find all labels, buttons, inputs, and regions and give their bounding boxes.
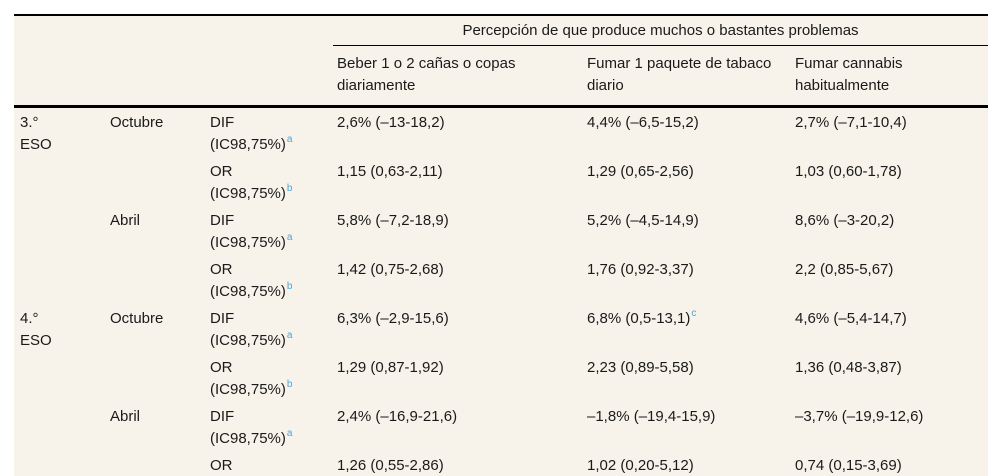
- footnote-marker: a: [286, 330, 293, 341]
- measure-cell: DIF (IC98,75%)a: [210, 206, 333, 255]
- value-cell-beber: 1,29 (0,87-1,92): [337, 359, 444, 376]
- value-cell-cannabis: 1,03 (0,60-1,78): [795, 163, 902, 180]
- month-label: Abril: [110, 408, 141, 425]
- value-cell-beber: 2,4% (–16,9-21,6): [337, 408, 458, 425]
- month-label: Octubre: [110, 310, 164, 327]
- spanner-title: Percepción de que produce muchos o basta…: [462, 21, 859, 39]
- value-cell-cannabis: 1,36 (0,48-3,87): [795, 359, 902, 376]
- value-cell-cannabis: 2,2 (0,85-5,67): [795, 261, 894, 278]
- value-cell-tabaco: 1,76 (0,92-3,37): [587, 261, 694, 278]
- footnote-marker: b: [286, 183, 293, 194]
- grade-cell: [14, 157, 110, 206]
- grade-cell: 3.° ESO: [14, 107, 110, 158]
- spanner-title-cell: Percepción de que produce muchos o basta…: [333, 14, 988, 46]
- column-header-tabaco: Fumar 1 paquete de tabaco diario: [583, 45, 791, 108]
- footnote-marker: b: [286, 379, 293, 390]
- month-label: Abril: [110, 212, 141, 229]
- measure-cell: OR (IC98,75%)b: [210, 157, 333, 206]
- perception-results-table: Percepción de que produce muchos o basta…: [14, 14, 988, 476]
- measure-label: OR: [210, 261, 233, 278]
- column-header-beber: Beber 1 o 2 cañas o copas diariamente: [333, 45, 583, 108]
- value-cell-tabaco: 5,2% (–4,5-14,9): [587, 212, 699, 229]
- footnote-marker: a: [286, 428, 293, 439]
- grade-cell: [14, 451, 110, 476]
- month-cell: Abril: [110, 402, 210, 451]
- value-cell-tabaco: 1,02 (0,20-5,12): [583, 451, 791, 476]
- grade-cell: [14, 206, 110, 255]
- grade-label-line2: ESO: [20, 136, 52, 153]
- measure-label: DIF: [210, 212, 235, 229]
- footnote-marker: b: [286, 281, 293, 292]
- column-header-row: Beber 1 o 2 cañas o copas diariamente Fu…: [14, 45, 988, 108]
- month-cell: [110, 157, 210, 206]
- value-cell-cannabis: 4,6% (–5,4-14,7): [795, 310, 907, 327]
- value-cell-cannabis: –3,7% (–19,9-12,6): [795, 408, 924, 425]
- value-cell-cannabis: 8,6% (–3-20,2): [795, 212, 895, 229]
- table-row: Abril DIF (IC98,75%)a 5,8% (–7,2-18,9) 5…: [14, 206, 988, 255]
- measure-label: DIF: [210, 114, 235, 131]
- value-cell-tabaco: 4,4% (–6,5-15,2): [587, 114, 699, 131]
- value-cell-beber: 5,8% (–7,2-18,9): [337, 212, 449, 229]
- measure-cell: DIF (IC98,75%)a: [210, 304, 333, 353]
- header-empty-cell: [14, 45, 333, 108]
- grade-cell: [14, 402, 110, 451]
- measure-ci-label: (IC98,75%)b: [210, 183, 293, 203]
- measure-cell: OR (IC98,75%)b: [210, 451, 333, 476]
- value-cell-cannabis: 0,74 (0,15-3,69): [791, 451, 988, 476]
- value-cell-beber: 2,6% (–13-18,2): [337, 114, 445, 131]
- grade-label-line1: 4.°: [20, 310, 39, 327]
- month-cell: [110, 255, 210, 304]
- month-cell: [110, 451, 210, 476]
- measure-ci-label: (IC98,75%)a: [210, 134, 293, 154]
- value-cell-tabaco: 6,8% (0,5-13,1)c: [587, 308, 697, 328]
- header-corner-cell: [14, 14, 333, 46]
- measure-cell: DIF (IC98,75%)a: [210, 402, 333, 451]
- month-cell: Octubre: [110, 107, 210, 158]
- month-cell: Abril: [110, 206, 210, 255]
- table-row: 4.° ESO Octubre DIF (IC98,75%)a 6,3% (–2…: [14, 304, 988, 353]
- footnote-marker: c: [691, 308, 697, 319]
- month-label: Octubre: [110, 114, 164, 131]
- month-cell: Octubre: [110, 304, 210, 353]
- table-row: OR (IC98,75%)b 1,42 (0,75-2,68) 1,76 (0,…: [14, 255, 988, 304]
- value-cell-beber: 1,26 (0,55-2,86): [333, 451, 583, 476]
- measure-ci-label: (IC98,75%)a: [210, 232, 293, 252]
- measure-label: DIF: [210, 408, 235, 425]
- table-row: Abril DIF (IC98,75%)a 2,4% (–16,9-21,6) …: [14, 402, 988, 451]
- measure-cell: DIF (IC98,75%)a: [210, 107, 333, 158]
- grade-label-line1: 3.°: [20, 114, 39, 131]
- measure-ci-label: (IC98,75%)b: [210, 281, 293, 301]
- footnote-marker: a: [286, 232, 293, 243]
- measure-ci-label: (IC98,75%)b: [210, 379, 293, 399]
- value-cell-tabaco: 2,23 (0,89-5,58): [587, 359, 694, 376]
- table-row: 3.° ESO Octubre DIF (IC98,75%)a 2,6% (–1…: [14, 107, 988, 158]
- footnote-marker: a: [286, 134, 293, 145]
- grade-label-line2: ESO: [20, 332, 52, 349]
- grade-cell: [14, 255, 110, 304]
- measure-label: DIF: [210, 310, 235, 327]
- value-cell-cannabis: 2,7% (–7,1-10,4): [795, 114, 907, 131]
- month-cell: [110, 353, 210, 402]
- table-row: OR (IC98,75%)b 1,26 (0,55-2,86) 1,02 (0,…: [14, 451, 988, 476]
- measure-label: OR: [210, 163, 233, 180]
- grade-cell: 4.° ESO: [14, 304, 110, 353]
- measure-ci-label: (IC98,75%)a: [210, 428, 293, 448]
- value-cell-beber: 1,42 (0,75-2,68): [337, 261, 444, 278]
- table-row: OR (IC98,75%)b 1,29 (0,87-1,92) 2,23 (0,…: [14, 353, 988, 402]
- measure-label: OR: [210, 457, 233, 474]
- measure-label: OR: [210, 359, 233, 376]
- spanner-header-row: Percepción de que produce muchos o basta…: [14, 14, 988, 46]
- value-cell-beber: 1,15 (0,63-2,11): [337, 163, 443, 180]
- value-cell-tabaco: 1,29 (0,65-2,56): [587, 163, 694, 180]
- value-cell-tabaco: –1,8% (–19,4-15,9): [587, 408, 716, 425]
- measure-ci-label: (IC98,75%)a: [210, 330, 293, 350]
- column-header-cannabis: Fumar cannabis habitualmente: [791, 45, 988, 108]
- measure-cell: OR (IC98,75%)b: [210, 353, 333, 402]
- table-row: OR (IC98,75%)b 1,15 (0,63-2,11) 1,29 (0,…: [14, 157, 988, 206]
- measure-cell: OR (IC98,75%)b: [210, 255, 333, 304]
- grade-cell: [14, 353, 110, 402]
- value-cell-beber: 6,3% (–2,9-15,6): [337, 310, 449, 327]
